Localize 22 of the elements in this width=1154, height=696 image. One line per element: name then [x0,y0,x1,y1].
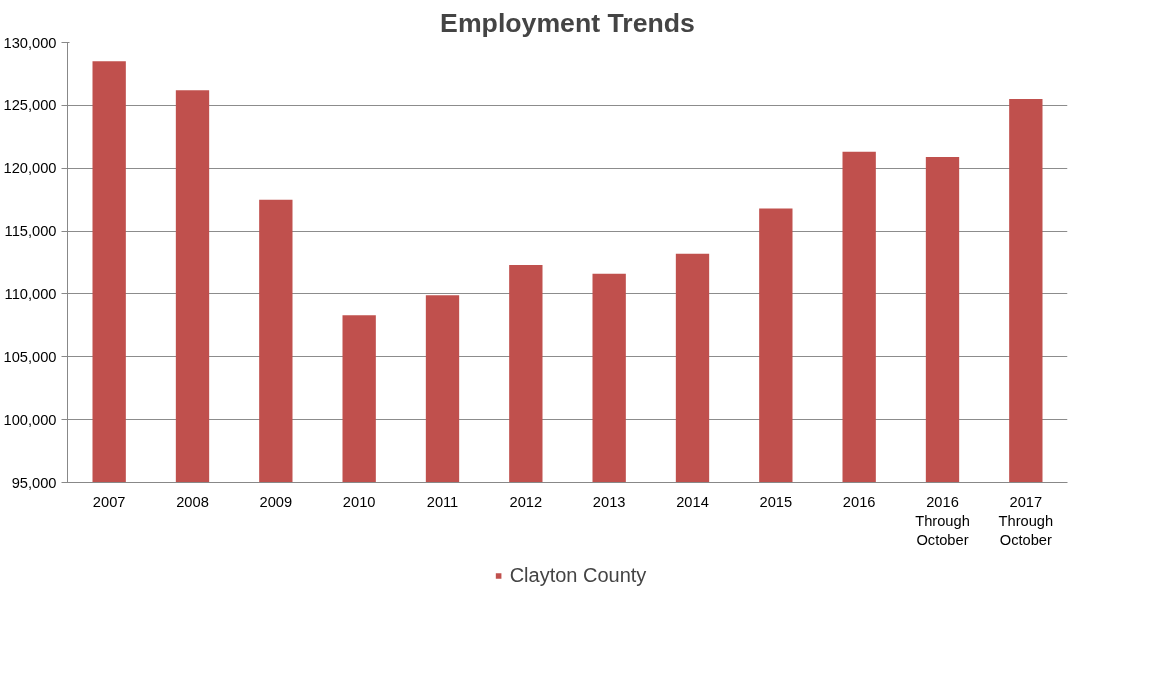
x-tick-label: 2009 [259,493,293,510]
x-tick-label: 2007 [92,493,126,510]
y-tick-label: 120,000 [3,160,57,177]
y-tick-label: 105,000 [3,348,57,365]
y-tick-label: 125,000 [3,97,57,114]
y-tick-label: 95,000 [11,474,57,491]
x-tick-label: 2015 [759,493,793,510]
x-tick-label: 2013 [592,493,626,510]
x-tick-label: 2010 [342,493,376,510]
x-tick-label: 2017 Through October [998,493,1054,548]
x-tick-label: 2014 [676,493,709,510]
legend-label: Clayton County [509,563,647,587]
x-tick-label: 2012 [509,493,543,510]
x-tick-label: 2016 Through October [915,493,970,548]
chart-title: Employment Trends [440,7,695,38]
x-tick-label: 2016 [842,493,876,510]
x-tick-label: 2011 [426,493,459,510]
x-tick-label: 2008 [176,493,209,510]
y-tick-label: 115,000 [4,223,57,240]
y-tick-label: 130,000 [3,34,57,51]
y-tick-label: 100,000 [3,411,57,428]
y-tick-label: 110,000 [4,285,57,302]
